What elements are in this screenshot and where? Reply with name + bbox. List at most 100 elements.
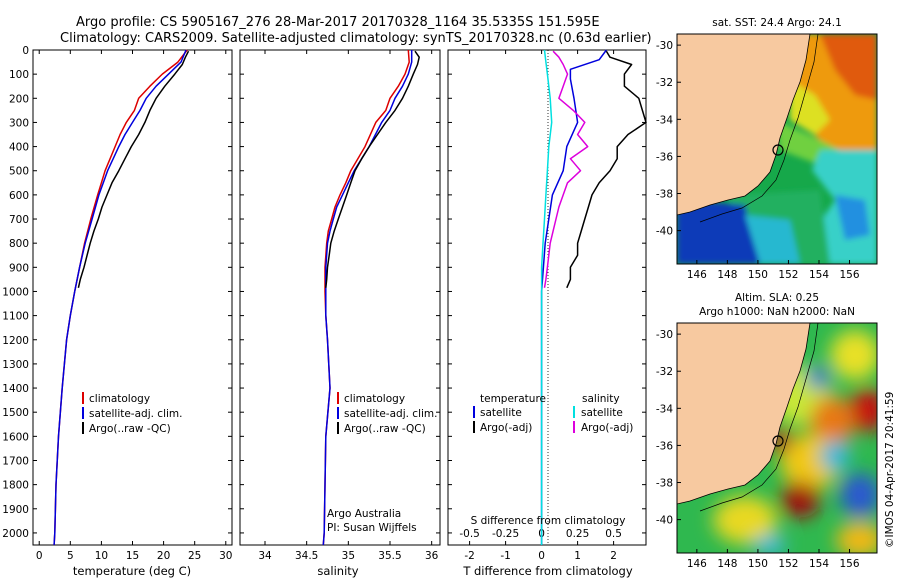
credit-text: Argo Australia [327, 508, 401, 520]
series-line [325, 50, 420, 288]
lat-tick-label: -38 [656, 189, 673, 201]
sla-ticks: 146 148 150 152 154 156 -30 -32 -34 -36 -38 -40 [656, 329, 860, 570]
sst-cyan-south [745, 215, 800, 264]
sla-blob [754, 535, 786, 553]
difference-xticks: -2 -1 0 1 2-0.5 -0.25 0 0.25 0.5 [459, 50, 622, 562]
salinity-xticks: 34 34.5 35 35.5 36 [258, 50, 439, 562]
lon-tick-label: 148 [717, 558, 737, 570]
difference-axes [447, 49, 647, 546]
sla-blob [810, 396, 854, 448]
legend-label-sat: satellite-adj. clim. [89, 408, 182, 420]
s-diff-label: S difference from climatology [471, 515, 626, 527]
difference-yticks [448, 49, 646, 534]
legend-label-clim: climatology [344, 393, 405, 405]
legend-label-temp-argo: Argo(-adj) [480, 422, 532, 434]
sla-blob [840, 473, 877, 517]
xtick-top-label: -0.5 [459, 528, 480, 540]
sst-orange-core [820, 34, 877, 100]
xtick-label: 10 [95, 550, 108, 562]
xtick-label: 30 [219, 550, 232, 562]
xtick-label: -2 [464, 550, 474, 562]
xtick-label: 34.5 [295, 550, 318, 562]
difference-panel: -2 -1 0 1 2-0.5 -0.25 0 0.25 0.5 S difference fr… [447, 49, 647, 578]
salinity-xlabel: salinity [317, 564, 358, 578]
ytick-label: 1900 [2, 504, 29, 516]
sst-argo-marker [772, 144, 784, 156]
temperature-xticks: 0 5 10 15 20 25 30 [36, 50, 232, 562]
ytick-label: 1000 [2, 286, 29, 298]
series-line [543, 50, 589, 288]
sst-yellow-core [790, 80, 830, 135]
lat-tick-label: -32 [656, 366, 673, 378]
salinity-legend: climatology satellite-adj. clim. Argo(..… [337, 392, 437, 435]
lat-tick-label: -30 [656, 329, 673, 341]
legend-label-argo: Argo(..raw -QC) [344, 423, 426, 435]
xtick-label: 36 [425, 550, 439, 562]
lat-tick-label: -34 [656, 114, 673, 126]
sst-dark-blue [677, 200, 760, 264]
difference-lines [540, 49, 647, 545]
xtick-label: 34 [258, 550, 272, 562]
salinity-axes [239, 49, 441, 546]
xtick-label: 5 [67, 550, 74, 562]
xtick-label: 0 [36, 550, 43, 562]
sst-map: sat. SST: 24.4 Argo: 24.1 146 148 150 152 15… [656, 17, 878, 281]
lat-tick-label: -34 [656, 403, 673, 415]
ytick-label: 1600 [2, 431, 29, 443]
ytick-label: 1800 [2, 480, 29, 492]
legend-label-temp-sat: satellite [480, 407, 522, 419]
lon-tick-label: 152 [778, 269, 798, 281]
xtick-label: 20 [157, 550, 170, 562]
xtick-label: 0 [538, 550, 545, 562]
lon-tick-label: 154 [809, 269, 829, 281]
sla-isobath [699, 323, 819, 512]
legend-label-sal-sat: satellite [581, 407, 623, 419]
series-line [566, 50, 647, 289]
legend-label-clim: climatology [89, 393, 150, 405]
series-line [322, 50, 413, 546]
sst-title: sat. SST: 24.4 Argo: 24.1 [712, 17, 842, 29]
lon-tick-label: 156 [839, 269, 859, 281]
temperature-yticks: 0 100 200 300 400 500 600 700 800 900 1000 1100 1200… [2, 45, 232, 540]
xtick-label: 15 [126, 550, 139, 562]
xtick-label: 35 [342, 550, 355, 562]
sst-blue-patch [835, 195, 870, 240]
lat-tick-label: -36 [656, 440, 673, 452]
salinity-panel: 34 34.5 35 35.5 36 salinity climatology sate… [239, 49, 441, 578]
series-line [77, 50, 190, 288]
sla-blob [807, 367, 829, 389]
pi-text: PI: Susan Wijffels [327, 522, 417, 534]
xtick-top-label: 0.5 [605, 528, 622, 540]
ytick-label: 900 [9, 262, 29, 274]
sst-ticks: 146 148 150 152 154 156 -30 -32 -34 -36 -38 -40 [656, 40, 860, 281]
ytick-label: 400 [9, 142, 29, 154]
legend-label-argo: Argo(..raw -QC) [89, 423, 171, 435]
ytick-label: 200 [9, 93, 29, 105]
salinity-lines [322, 49, 420, 546]
sla-blob [836, 522, 877, 553]
sla-blob [713, 496, 777, 544]
xtick-label: -1 [500, 550, 510, 562]
difference-legend: temperature salinity satellite Argo(-adj… [473, 393, 633, 434]
ytick-label: 700 [9, 214, 29, 226]
header-line1: Argo profile: CS 5905167_276 28-Mar-2017… [76, 15, 600, 30]
sla-title-2: Argo h1000: NaN h2000: NaN [699, 306, 855, 318]
temperature-legend: climatology satellite-adj. clim. Argo(..… [82, 392, 182, 435]
lat-tick-label: -32 [656, 77, 673, 89]
ytick-label: 2000 [2, 528, 29, 540]
ytick-label: 600 [9, 190, 29, 202]
temperature-lines [53, 49, 190, 546]
xtick-top-label: 0.25 [566, 528, 589, 540]
salinity-yticks [240, 49, 440, 534]
ytick-label: 1100 [2, 311, 29, 323]
sst-land [677, 34, 811, 216]
sla-land [677, 323, 811, 505]
ytick-label: 800 [9, 238, 29, 250]
ytick-label: 300 [9, 117, 29, 129]
lon-tick-label: 150 [748, 558, 768, 570]
sla-map: Altim. SLA: 0.25 Argo h1000: NaN h2000: … [656, 292, 878, 570]
xtick-label: 25 [188, 550, 201, 562]
ytick-label: 1200 [2, 335, 29, 347]
series-line [540, 49, 553, 545]
